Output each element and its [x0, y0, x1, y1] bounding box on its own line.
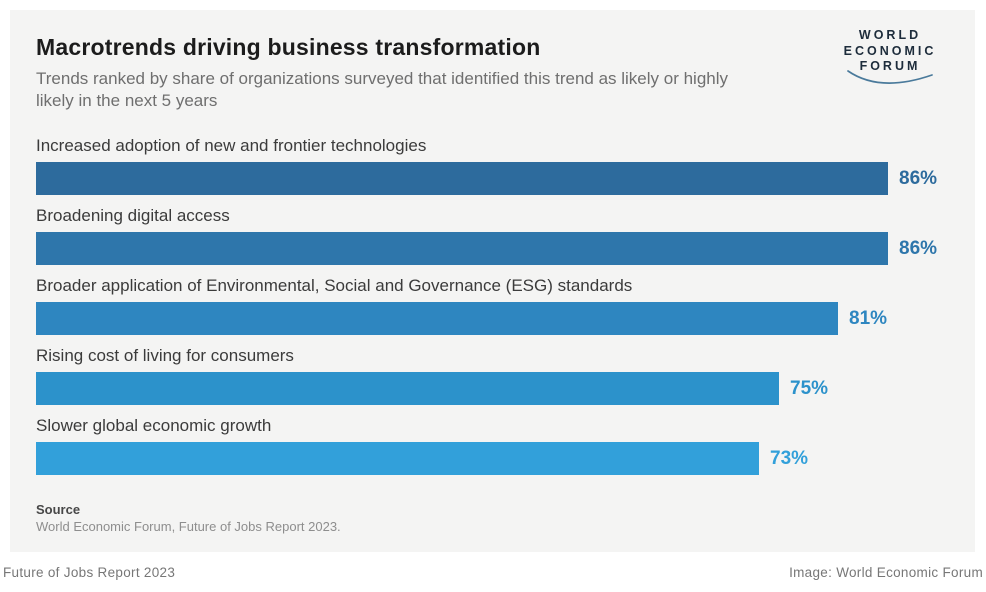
bar-group: Broadening digital access 86%	[36, 206, 949, 276]
bar	[36, 441, 759, 475]
bar-value-label: 86%	[899, 167, 938, 189]
bar-track: 86%	[36, 231, 949, 265]
bar-track: 73%	[36, 441, 949, 475]
bar-track: 75%	[36, 371, 949, 405]
bar	[36, 371, 779, 405]
bar-track: 81%	[36, 301, 949, 335]
page-subtitle: Trends ranked by share of organizations …	[36, 69, 729, 111]
source-text: World Economic Forum, Future of Jobs Rep…	[36, 518, 341, 534]
source-label: Source	[36, 501, 81, 517]
wef-logo-line2: ECONOMIC	[843, 43, 937, 58]
bar-category-label: Slower global economic growth	[36, 415, 272, 435]
bar	[36, 301, 838, 335]
source-block: Source World Economic Forum, Future of J…	[36, 502, 949, 534]
bar-group: Slower global economic growth 73%	[36, 416, 949, 486]
bar	[36, 161, 888, 195]
bar-value-label: 73%	[770, 447, 809, 469]
bar-value-label: 86%	[899, 237, 938, 259]
wef-logo-line3: FORUM	[859, 59, 921, 74]
bar-category-label: Broader application of Environmental, So…	[36, 275, 633, 295]
bar-rows: Increased adoption of new and frontier t…	[36, 136, 949, 486]
footer-left-text: Future of Jobs Report 2023	[3, 565, 176, 580]
chart-card: WORLD ECONOMIC FORUM Macrotrends driving…	[10, 10, 975, 552]
bar-track: 86%	[36, 161, 949, 195]
bar-value-label: 75%	[790, 377, 829, 399]
bar-group: Increased adoption of new and frontier t…	[36, 136, 949, 206]
bar-category-label: Increased adoption of new and frontier t…	[36, 135, 427, 155]
bar-category-label: Rising cost of living for consumers	[36, 345, 294, 365]
bar-category-label: Broadening digital access	[36, 205, 230, 225]
bar	[36, 231, 888, 265]
footer-right-text: Image: World Economic Forum	[789, 565, 983, 580]
wef-logo: WORLD ECONOMIC FORUM	[835, 28, 945, 91]
bar-group: Broader application of Environmental, So…	[36, 276, 949, 346]
wef-swoosh-icon	[847, 70, 933, 84]
page-title: Macrotrends driving business transformat…	[36, 34, 541, 60]
bar-group: Rising cost of living for consumers 75%	[36, 346, 949, 416]
footer: Future of Jobs Report 2023 Image: World …	[0, 565, 986, 580]
wef-logo-line1: WORLD	[858, 28, 922, 42]
bar-value-label: 81%	[849, 307, 888, 329]
